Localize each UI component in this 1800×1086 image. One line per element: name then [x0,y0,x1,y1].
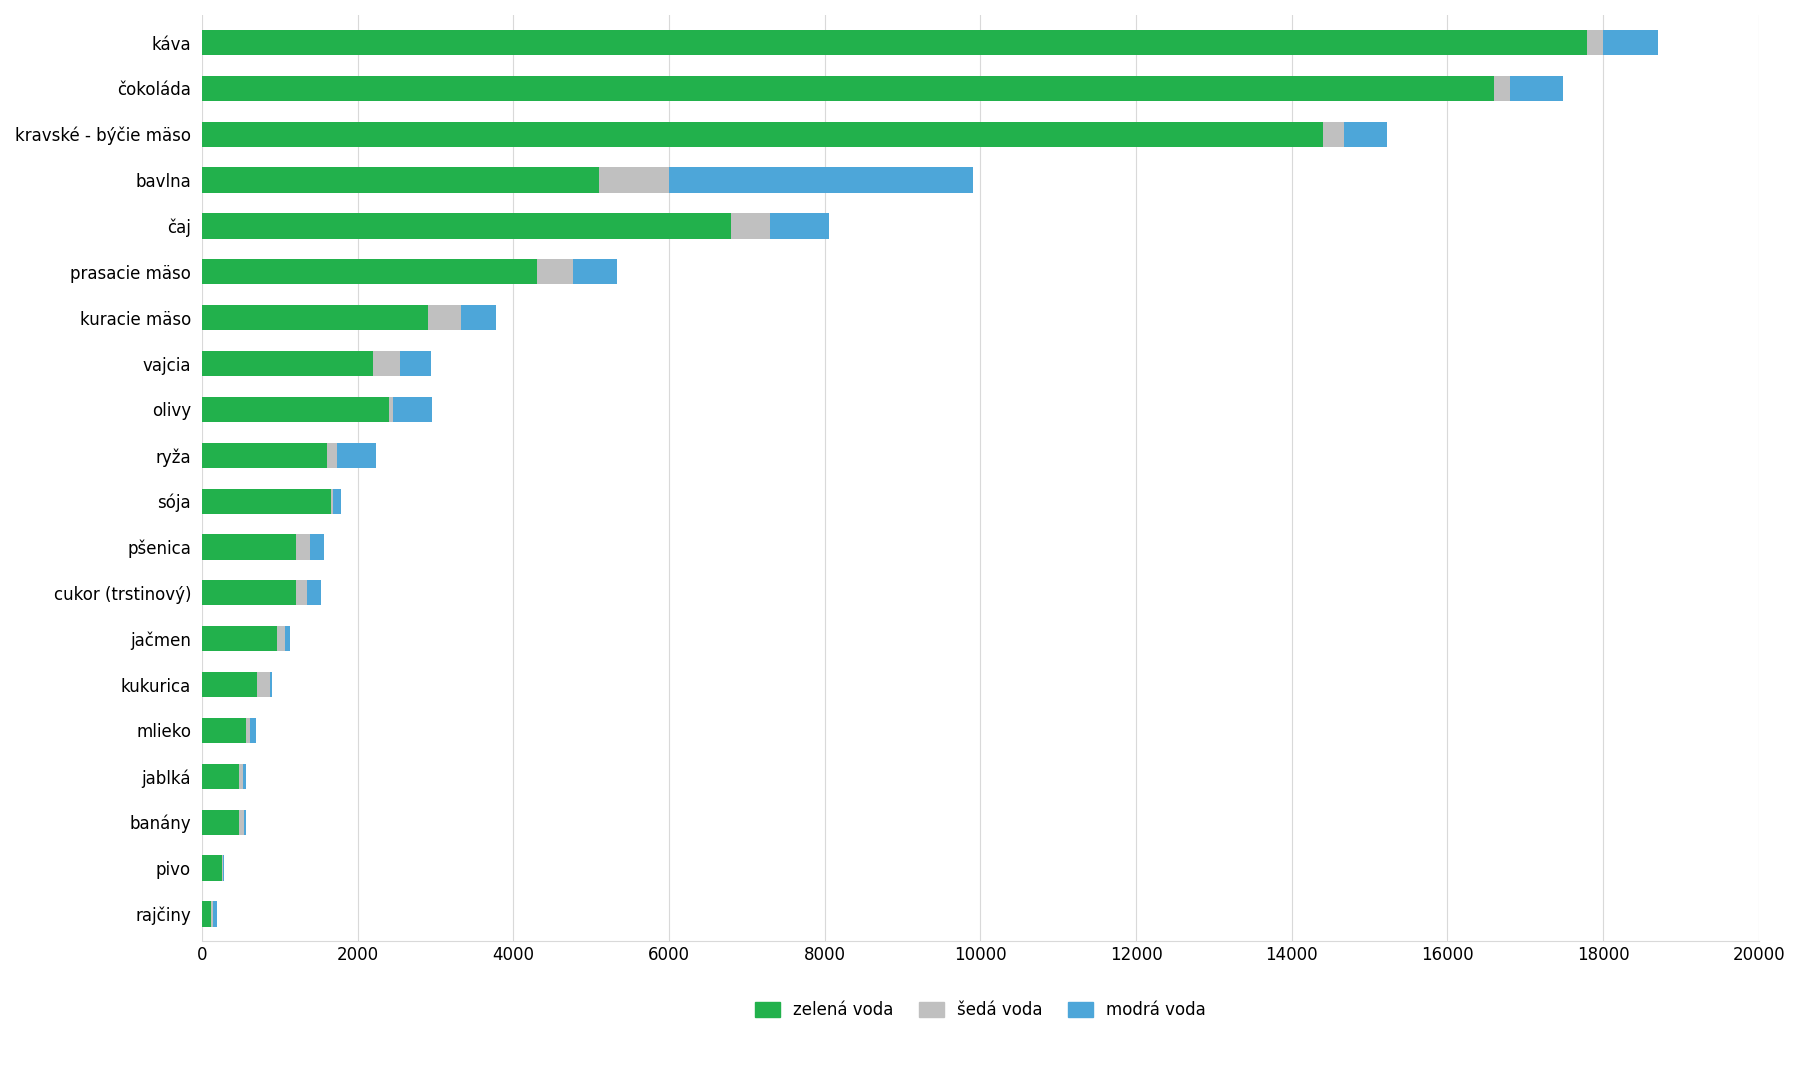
Bar [202,305,428,330]
Bar [250,718,256,743]
Bar [202,30,1588,55]
Bar [202,763,239,788]
Bar [245,718,250,743]
Bar [202,489,331,514]
Bar [428,305,461,330]
Bar [202,580,295,606]
Bar [202,672,257,697]
Bar [310,534,324,559]
Bar [202,167,599,192]
Bar [202,351,373,376]
Bar [239,809,245,835]
Bar [284,627,290,652]
Bar [770,213,828,239]
Bar [1588,30,1604,55]
Bar [337,443,376,468]
Bar [270,672,272,697]
Bar [670,167,972,192]
Bar [202,213,731,239]
Bar [599,167,670,192]
Bar [1494,76,1510,101]
Bar [202,809,239,835]
Bar [333,489,340,514]
Bar [389,396,392,422]
Bar [243,763,247,788]
Bar [202,856,221,881]
Bar [400,351,430,376]
Bar [202,396,389,422]
Bar [211,901,212,926]
Bar [202,718,245,743]
Bar [295,534,310,559]
Bar [1323,122,1345,147]
Bar [202,122,1323,147]
Bar [572,260,617,285]
Bar [257,672,270,697]
Bar [1604,30,1658,55]
Bar [202,534,295,559]
Bar [202,260,536,285]
Bar [295,580,308,606]
Bar [202,901,211,926]
Bar [1510,76,1562,101]
Bar [1345,122,1386,147]
Bar [731,213,770,239]
Bar [277,627,284,652]
Bar [392,396,432,422]
Bar [326,443,337,468]
Bar [373,351,400,376]
Bar [202,76,1494,101]
Bar [202,627,277,652]
Bar [461,305,497,330]
Bar [212,901,216,926]
Bar [202,443,326,468]
Bar [331,489,333,514]
Bar [308,580,320,606]
Legend: zelená voda, šedá voda, modrá voda: zelená voda, šedá voda, modrá voda [749,995,1213,1025]
Bar [536,260,572,285]
Bar [239,763,243,788]
